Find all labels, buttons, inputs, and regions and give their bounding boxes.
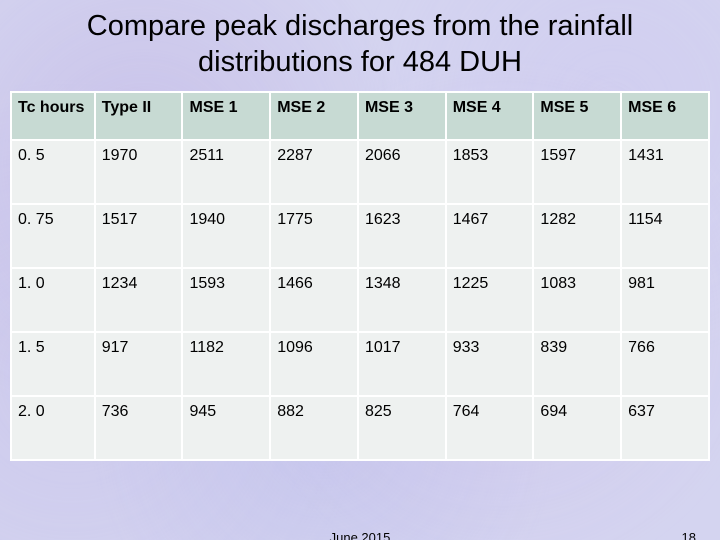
cell: 2. 0 [11, 396, 95, 460]
cell: 1083 [533, 268, 621, 332]
col-header: MSE 3 [358, 92, 446, 140]
cell: 1. 5 [11, 332, 95, 396]
cell: 1467 [446, 204, 534, 268]
col-header: Tc hours [11, 92, 95, 140]
cell: 1466 [270, 268, 358, 332]
cell: 1593 [182, 268, 270, 332]
cell: 694 [533, 396, 621, 460]
discharge-table: Tc hours Type II MSE 1 MSE 2 MSE 3 MSE 4… [10, 91, 710, 461]
cell: 637 [621, 396, 709, 460]
cell: 1096 [270, 332, 358, 396]
cell: 1234 [95, 268, 183, 332]
cell: 2287 [270, 140, 358, 204]
table-row: 1. 0 1234 1593 1466 1348 1225 1083 981 [11, 268, 709, 332]
cell: 933 [446, 332, 534, 396]
cell: 2511 [182, 140, 270, 204]
cell: 0. 5 [11, 140, 95, 204]
cell: 766 [621, 332, 709, 396]
cell: 1017 [358, 332, 446, 396]
cell: 1775 [270, 204, 358, 268]
cell: 1431 [621, 140, 709, 204]
cell: 1853 [446, 140, 534, 204]
cell: 1940 [182, 204, 270, 268]
cell: 917 [95, 332, 183, 396]
cell: 945 [182, 396, 270, 460]
col-header: MSE 4 [446, 92, 534, 140]
cell: 981 [621, 268, 709, 332]
table-row: 0. 5 1970 2511 2287 2066 1853 1597 1431 [11, 140, 709, 204]
col-header: MSE 5 [533, 92, 621, 140]
table-row: 1. 5 917 1182 1096 1017 933 839 766 [11, 332, 709, 396]
cell: 736 [95, 396, 183, 460]
cell: 0. 75 [11, 204, 95, 268]
col-header: MSE 1 [182, 92, 270, 140]
cell: 1225 [446, 268, 534, 332]
col-header: MSE 2 [270, 92, 358, 140]
cell: 1597 [533, 140, 621, 204]
cell: 2066 [358, 140, 446, 204]
table-row: 2. 0 736 945 882 825 764 694 637 [11, 396, 709, 460]
table-row: 0. 75 1517 1940 1775 1623 1467 1282 1154 [11, 204, 709, 268]
cell: 1182 [182, 332, 270, 396]
col-header: Type II [95, 92, 183, 140]
table-header-row: Tc hours Type II MSE 1 MSE 2 MSE 3 MSE 4… [11, 92, 709, 140]
cell: 1348 [358, 268, 446, 332]
cell: 1623 [358, 204, 446, 268]
cell: 1517 [95, 204, 183, 268]
page-title: Compare peak discharges from the rainfal… [0, 0, 720, 91]
cell: 1. 0 [11, 268, 95, 332]
cell: 839 [533, 332, 621, 396]
cell: 825 [358, 396, 446, 460]
cell: 1282 [533, 204, 621, 268]
col-header: MSE 6 [621, 92, 709, 140]
cell: 764 [446, 396, 534, 460]
cell: 882 [270, 396, 358, 460]
footer-date: June 2015 [330, 530, 391, 540]
cell: 1970 [95, 140, 183, 204]
footer-page-number: 18 [682, 530, 696, 540]
cell: 1154 [621, 204, 709, 268]
